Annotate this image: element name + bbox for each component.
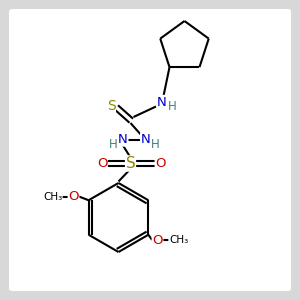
Text: O: O xyxy=(152,233,163,247)
Text: O: O xyxy=(97,157,107,170)
Text: N: N xyxy=(141,133,150,146)
Text: N: N xyxy=(118,133,128,146)
Text: H: H xyxy=(151,137,160,151)
Text: O: O xyxy=(68,190,79,203)
Text: N: N xyxy=(157,95,167,109)
Text: CH₃: CH₃ xyxy=(43,191,62,202)
FancyBboxPatch shape xyxy=(9,9,291,291)
Text: H: H xyxy=(109,137,118,151)
Text: S: S xyxy=(126,156,135,171)
Text: CH₃: CH₃ xyxy=(169,235,188,245)
Text: S: S xyxy=(106,100,116,113)
Text: H: H xyxy=(167,100,176,113)
Text: O: O xyxy=(155,157,166,170)
